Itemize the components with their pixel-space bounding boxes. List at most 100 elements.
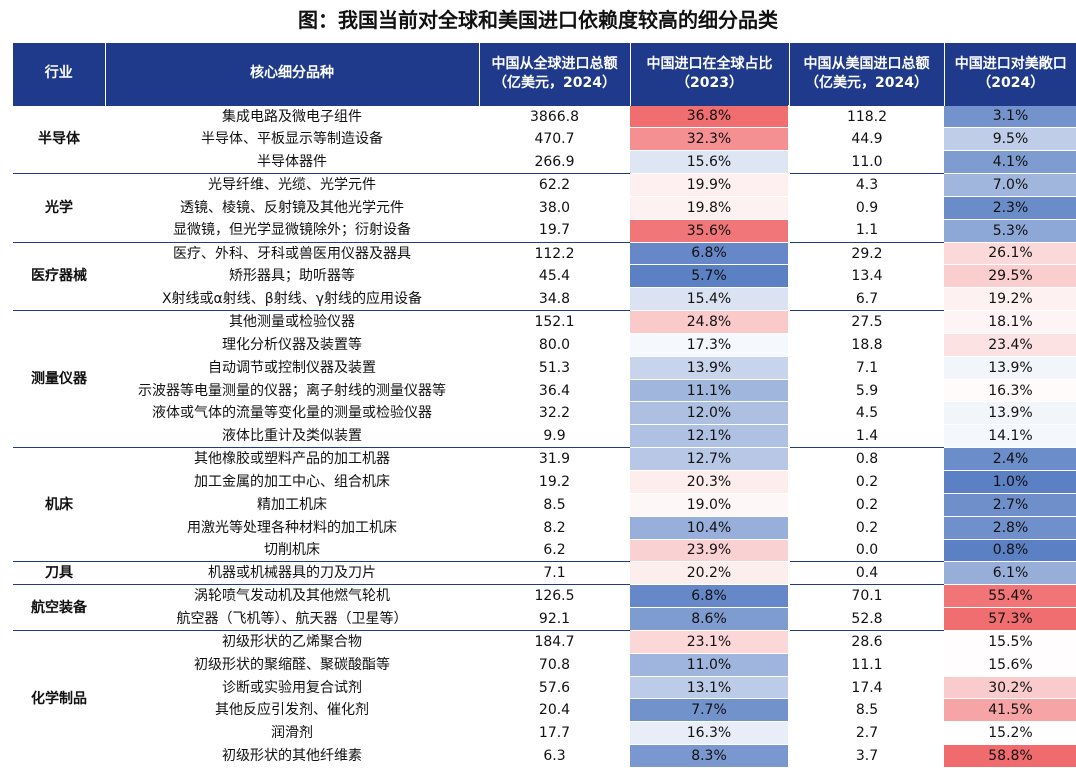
table-row: 诊断或实验用复合试剂 57.6 13.1% 17.4 30.2% xyxy=(13,676,1076,700)
product-cell: 切削机床 xyxy=(264,542,320,559)
us-dependency-cell: 6.1% xyxy=(944,561,1076,586)
table-row: 测量仪器 其他测量或检验仪器 152.1 24.8% 27.5 18.1% xyxy=(13,310,1076,448)
header-us-import: 中国从美国进口总额 （亿美元，2024） xyxy=(789,43,945,105)
table-header-row: 行业 核心细分品种 中国从全球进口总额 （亿美元，2024） 中国进口在全球占比（… xyxy=(13,43,1076,105)
us-import-cell: 4.5 xyxy=(855,405,879,422)
global-import-cell: 8.5 xyxy=(543,496,566,513)
global-share-cell: 20.3% xyxy=(630,470,790,494)
table-row: 示波器等电量测量的仪器；离子射线的测量仪器等 36.4 11.1% 5.9 16.3% xyxy=(13,379,1076,403)
table-row: 透镜、棱镜、反射镜及其他光学元件 38.0 19.8% 0.9 2.3% xyxy=(13,196,1076,220)
global-import-cell: 31.9 xyxy=(479,447,630,471)
table-row: 矫形器具；助听器等 45.4 5.7% 13.4 29.5% xyxy=(13,264,1076,289)
global-share-cell: 5.7% xyxy=(630,264,790,289)
global-import-cell: 3866.8 xyxy=(479,104,630,128)
table-row: 航空装备 涡轮喷气发动机及其他燃气轮机 126.5 6.8% 70.1 55.4% xyxy=(13,584,1076,631)
import-dependency-table: 行业 核心细分品种 中国从全球进口总额 （亿美元，2024） 中国进口在全球占比（… xyxy=(13,43,1076,768)
table-row: 用激光等处理各种材料的加工机床 8.2 10.4% 0.2 2.8% xyxy=(13,516,1076,540)
global-import-cell: 266.9 xyxy=(534,153,575,170)
us-dependency-cell: 29.5% xyxy=(944,264,1076,289)
header-global-share: 中国进口在全球占比 （2023） xyxy=(630,43,790,105)
table-row: 液体或气体的流量等变化量的测量或检验仪器 32.2 12.0% 4.5 13.9% xyxy=(13,401,1076,426)
us-import-cell: 52.8 xyxy=(851,610,883,627)
global-import-cell: 7.1 xyxy=(479,561,630,585)
us-import-cell: 5.9 xyxy=(855,382,879,399)
us-dependency-cell: 57.3% xyxy=(944,607,1076,631)
global-share-cell: 20.2% xyxy=(630,561,790,586)
global-import-cell: 19.2 xyxy=(538,473,571,490)
us-dependency-cell: 0.8% xyxy=(944,539,1076,563)
global-import-cell: 19.7 xyxy=(538,222,571,239)
us-import-cell: 28.6 xyxy=(789,629,944,654)
product-cell: 初级形状的其他纤维素 xyxy=(222,748,362,765)
product-cell: 初级形状的乙烯聚合物 xyxy=(105,629,479,654)
us-import-cell: 27.5 xyxy=(789,310,944,334)
us-dependency-cell: 2.8% xyxy=(944,516,1076,540)
table-row: 医疗器械 医疗、外科、牙科或兽医用仪器及器具 112.2 6.8% 29.2 26.1% xyxy=(13,241,1076,311)
product-cell: 其他橡胶或塑料产品的加工机器 xyxy=(105,447,479,471)
product-cell: 液体或气体的流量等变化量的测量或检验仪器 xyxy=(152,405,432,422)
us-dependency-cell: 30.2% xyxy=(944,676,1076,700)
industry-cell: 机床 xyxy=(13,447,105,562)
us-import-cell: 0.2 xyxy=(855,496,879,513)
industry-cell: 医疗器械 xyxy=(13,241,105,311)
product-cell: 用激光等处理各种材料的加工机床 xyxy=(187,519,397,536)
global-import-cell: 51.3 xyxy=(538,359,571,376)
us-import-cell: 18.8 xyxy=(851,336,883,353)
global-import-cell: 92.1 xyxy=(538,610,571,627)
table-row: 半导体、平板显示等制造设备 470.7 32.3% 44.9 9.5% xyxy=(13,127,1076,152)
global-share-cell: 7.7% xyxy=(630,698,790,723)
product-cell: 润滑剂 xyxy=(271,725,313,742)
global-share-cell: 32.3% xyxy=(630,127,790,152)
global-share-cell: 13.1% xyxy=(630,676,790,700)
us-dependency-cell: 16.3% xyxy=(944,379,1076,403)
us-import-cell: 1.4 xyxy=(855,427,879,444)
product-cell: 光导纤维、光缆、光学元件 xyxy=(105,173,479,197)
global-share-cell: 8.3% xyxy=(630,744,790,768)
global-share-cell: 36.8% xyxy=(630,104,790,129)
table-row: 切削机床 6.2 23.9% 0.0 0.8% xyxy=(13,539,1076,563)
table-row: 刀具 机器或机械器具的刀及刀片 7.1 20.2% 0.4 6.1% xyxy=(13,561,1076,586)
header-global-import: 中国从全球进口总额 （亿美元，2024） xyxy=(479,43,631,105)
global-share-cell: 35.6% xyxy=(630,219,790,243)
global-share-cell: 19.8% xyxy=(630,196,790,220)
us-dependency-cell: 2.4% xyxy=(944,447,1076,471)
us-import-cell: 118.2 xyxy=(789,104,944,128)
us-import-cell: 6.7 xyxy=(855,290,879,307)
global-share-cell: 6.8% xyxy=(630,241,790,266)
us-import-cell: 0.2 xyxy=(855,519,879,536)
us-import-cell: 13.4 xyxy=(851,268,883,285)
global-import-cell: 80.0 xyxy=(538,336,571,353)
us-import-cell: 4.3 xyxy=(789,173,944,197)
table-row: 理化分析仪器及装置等 80.0 17.3% 18.8 23.4% xyxy=(13,333,1076,357)
global-share-cell: 6.8% xyxy=(630,584,790,609)
us-import-cell: 11.1 xyxy=(851,656,883,673)
global-share-cell: 12.0% xyxy=(630,401,790,426)
us-dependency-cell: 2.7% xyxy=(944,493,1076,517)
product-cell: 透镜、棱镜、反射镜及其他光学元件 xyxy=(180,199,404,216)
product-cell: 其他测量或检验仪器 xyxy=(105,310,479,334)
us-import-cell: 44.9 xyxy=(851,131,883,148)
product-cell: 示波器等电量测量的仪器；离子射线的测量仪器等 xyxy=(138,382,446,399)
global-import-cell: 62.2 xyxy=(479,173,630,197)
product-cell: 加工金属的加工中心、组合机床 xyxy=(194,473,390,490)
us-import-cell: 0.2 xyxy=(855,473,879,490)
us-dependency-cell: 15.5% xyxy=(944,629,1076,654)
global-share-cell: 15.4% xyxy=(630,287,790,312)
us-import-cell: 2.7 xyxy=(855,725,879,742)
us-dependency-cell: 23.4% xyxy=(944,333,1076,357)
header-industry: 行业 xyxy=(13,43,106,105)
us-import-cell: 0.0 xyxy=(855,542,879,559)
table-row: 其他反应引发剂、催化剂 20.4 7.7% 8.5 41.5% xyxy=(13,698,1076,723)
global-import-cell: 6.3 xyxy=(543,748,566,765)
table-row: 润滑剂 17.7 16.3% 2.7 15.2% xyxy=(13,721,1076,746)
product-cell: 自动调节或控制仪器及装置 xyxy=(208,359,376,376)
global-import-cell: 9.9 xyxy=(543,427,566,444)
global-import-cell: 20.4 xyxy=(538,702,571,719)
global-import-cell: 470.7 xyxy=(534,131,575,148)
us-dependency-cell: 13.9% xyxy=(944,356,1076,380)
global-share-cell: 8.6% xyxy=(630,607,790,631)
header-product: 核心细分品种 xyxy=(105,43,480,105)
global-share-cell: 11.1% xyxy=(630,379,790,403)
us-import-cell: 0.9 xyxy=(855,199,879,216)
product-cell: 航空器（飞机等）、航天器（卫星等） xyxy=(176,610,408,627)
